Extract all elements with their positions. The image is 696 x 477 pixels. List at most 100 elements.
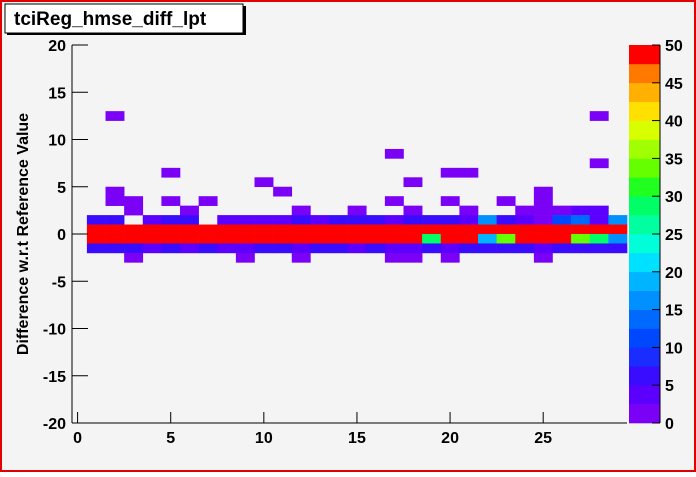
heatmap-cell [273, 243, 293, 254]
heatmap-cell [459, 205, 479, 216]
heatmap-cell [347, 205, 367, 216]
heatmap-cell [384, 243, 404, 254]
heatmap-cell [403, 234, 423, 244]
heatmap-cell [86, 234, 106, 244]
heatmap-cell [384, 224, 404, 235]
heatmap-cell [124, 196, 144, 206]
heatmap-cell [384, 234, 404, 244]
heatmap-cell [347, 243, 367, 254]
palette-box [629, 158, 660, 178]
palette-box [629, 366, 660, 386]
heatmap-cell [571, 224, 591, 235]
heatmap-cell [496, 215, 516, 225]
heatmap-cell [459, 224, 479, 235]
heatmap-cell [105, 234, 125, 244]
heatmap-cell [124, 234, 144, 244]
palette-box [629, 404, 660, 424]
heatmap-cell [310, 215, 330, 225]
heatmap-cell [291, 224, 311, 235]
palette-box [629, 234, 660, 254]
heatmap-cell [198, 243, 218, 254]
heatmap-cell [384, 148, 404, 159]
heatmap-cell [533, 205, 553, 216]
palette-box [629, 215, 660, 235]
heatmap-cell [403, 205, 423, 216]
heatmap-cell [161, 234, 181, 244]
heatmap-cell [291, 215, 311, 225]
x-tick-label: 20 [441, 430, 459, 447]
heatmap-cell [440, 167, 460, 178]
heatmap-cell [533, 234, 553, 244]
heatmap-cell [198, 196, 218, 206]
heatmap-cell [161, 224, 181, 235]
heatmap-cell [608, 234, 628, 244]
heatmap-cell [105, 111, 125, 121]
heatmap-cell [552, 224, 572, 235]
x-tick-label: 5 [166, 430, 175, 447]
heatmap-cell [105, 196, 125, 206]
heatmap-cell [403, 215, 423, 225]
heatmap-cell [291, 243, 311, 254]
y-tick-label: 10 [48, 133, 66, 150]
heatmap-cell [403, 177, 423, 188]
heatmap-cell [608, 215, 628, 225]
heatmap-cell [403, 243, 423, 254]
colorbar-tick-label: 45 [665, 76, 683, 93]
heatmap-cell [403, 224, 423, 235]
heatmap-cell [142, 234, 162, 244]
palette-box [629, 101, 660, 121]
heatmap-cell [347, 224, 367, 235]
heatmap-cell [496, 196, 516, 206]
y-tick-label: -5 [52, 274, 66, 291]
heatmap-cell [105, 215, 125, 225]
heatmap-cell [180, 243, 199, 254]
heatmap-cell [235, 224, 255, 235]
heatmap-cell [254, 224, 274, 235]
heatmap-cell [347, 215, 367, 225]
heatmap-cell [533, 252, 553, 263]
heatmap-cell [552, 243, 572, 254]
heatmap-cell [422, 215, 442, 225]
heatmap-cell [515, 243, 535, 254]
palette-box [629, 290, 660, 310]
heatmap-cell [459, 243, 479, 254]
y-axis-label: Difference w.r.t Reference Value [15, 113, 32, 355]
heatmap-cell [589, 205, 609, 216]
heatmap-cell [161, 167, 181, 178]
heatmap-cell [552, 234, 572, 244]
title-box [4, 3, 244, 34]
colorbar-tick-label: 25 [665, 227, 683, 244]
colorbar-tick-label: 15 [665, 303, 683, 320]
heatmap-cell [142, 224, 162, 235]
y-tick-label: -10 [43, 322, 66, 339]
chart-title: tciReg_hmse_diff_lpt [14, 9, 207, 30]
heatmap-cell [124, 205, 144, 216]
palette-box [629, 177, 660, 197]
heatmap-cell [366, 224, 386, 235]
heatmap-cell [478, 215, 497, 225]
heatmap-cell [571, 205, 591, 216]
heatmap-cell [384, 215, 404, 225]
heatmap-cell [422, 243, 442, 254]
heatmap-cell [496, 234, 516, 244]
heatmap-cell [571, 215, 591, 225]
heatmap-cell [478, 234, 497, 244]
palette-box [629, 309, 660, 329]
heatmap-cell [180, 234, 199, 244]
heatmap-cell [422, 224, 442, 235]
heatmap-cell [329, 215, 348, 225]
y-tick-label: 5 [57, 180, 66, 197]
y-tick-label: -15 [43, 369, 66, 386]
y-tick-label: -20 [43, 416, 66, 433]
heatmap-cell [459, 234, 479, 244]
heatmap-cell [254, 243, 274, 254]
heatmap-cell [608, 224, 628, 235]
heatmap-cell [515, 234, 535, 244]
x-tick-label: 25 [534, 430, 552, 447]
heatmap-cell [571, 243, 591, 254]
colorbar-tick-label: 40 [665, 114, 683, 131]
heatmap-cell [235, 215, 255, 225]
heatmap-cell [533, 186, 553, 197]
heatmap-cell [533, 224, 553, 235]
heatmap-cell [515, 205, 535, 216]
